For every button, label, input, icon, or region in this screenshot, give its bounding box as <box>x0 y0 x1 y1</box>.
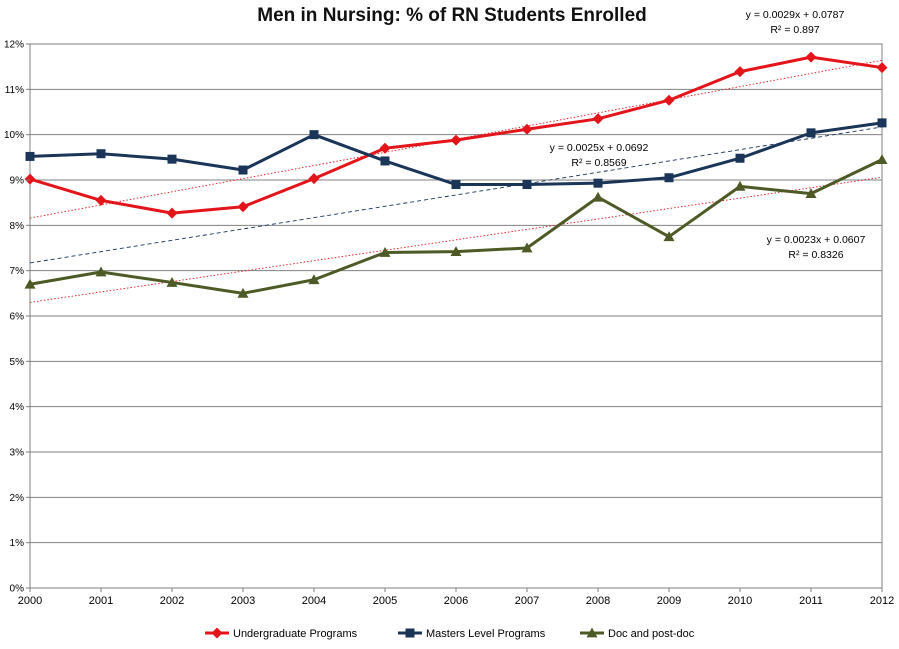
data-point <box>166 207 178 219</box>
y-tick-label: 6% <box>10 312 25 323</box>
x-tick-label: 2004 <box>302 595 326 607</box>
data-point <box>806 128 816 138</box>
data-point <box>663 94 675 106</box>
data-point <box>450 246 462 257</box>
data-point <box>237 287 249 298</box>
data-point <box>167 154 177 164</box>
x-tick-label: 2010 <box>728 595 752 607</box>
data-point <box>876 154 888 164</box>
data-point <box>379 142 391 154</box>
legend-marker <box>405 628 415 638</box>
data-point <box>308 173 320 185</box>
legend-label: Masters Level Programs <box>426 628 546 640</box>
legend-label: Doc and post-doc <box>608 628 695 640</box>
x-tick-label: 2005 <box>373 595 397 607</box>
data-point <box>734 66 746 78</box>
data-point <box>24 173 36 185</box>
data-point <box>734 180 746 191</box>
x-tick-label: 2008 <box>586 595 610 607</box>
data-point <box>663 231 675 242</box>
data-point <box>664 173 674 183</box>
data-point <box>237 201 249 213</box>
y-tick-label: 4% <box>10 402 25 413</box>
data-point <box>380 156 390 166</box>
data-point <box>522 180 532 190</box>
y-tick-label: 10% <box>4 130 24 141</box>
trendline-r-squared: R² = 0.8326 <box>788 249 843 261</box>
data-point <box>521 123 533 135</box>
y-tick-label: 7% <box>10 266 25 277</box>
data-point <box>805 188 817 198</box>
x-tick-label: 2007 <box>515 595 539 607</box>
legend-label: Undergraduate Programs <box>233 628 358 640</box>
data-point <box>95 266 107 277</box>
data-point <box>308 274 320 285</box>
data-point <box>877 118 887 128</box>
data-point <box>593 178 603 188</box>
y-tick-label: 2% <box>10 493 25 504</box>
data-point <box>450 134 462 146</box>
trendline-r-squared: R² = 0.897 <box>770 24 819 36</box>
data-point <box>24 278 36 289</box>
x-tick-label: 2002 <box>160 595 184 607</box>
trendline-equation: y = 0.0029x + 0.0787 <box>746 9 845 21</box>
trendline-r-squared: R² = 0.8569 <box>571 157 626 169</box>
trendline-equation: y = 0.0023x + 0.0607 <box>767 234 866 246</box>
y-tick-label: 8% <box>10 221 25 232</box>
data-point <box>876 62 888 74</box>
x-tick-label: 2001 <box>89 595 113 607</box>
data-point <box>521 242 533 253</box>
data-point <box>592 191 604 202</box>
trendline <box>29 59 883 219</box>
y-tick-label: 1% <box>10 538 25 549</box>
data-point <box>451 180 461 190</box>
y-tick-label: 11% <box>5 85 24 96</box>
data-point <box>166 276 178 287</box>
data-point <box>25 151 35 161</box>
data-point <box>379 247 391 257</box>
y-tick-label: 3% <box>10 448 25 459</box>
data-point <box>592 113 604 125</box>
x-tick-label: 2009 <box>657 595 681 607</box>
x-tick-label: 2012 <box>870 595 894 607</box>
trendline-equation: y = 0.0025x + 0.0692 <box>550 142 649 154</box>
data-point <box>95 194 107 206</box>
x-tick-label: 2006 <box>444 595 468 607</box>
x-tick-label: 2003 <box>231 595 255 607</box>
data-point <box>735 153 745 163</box>
data-point <box>96 149 106 159</box>
trendline <box>29 126 883 264</box>
x-tick-label: 2011 <box>799 595 823 607</box>
data-point <box>238 165 248 175</box>
legend-marker <box>211 627 223 639</box>
data-point <box>309 130 319 140</box>
chart-title: Men in Nursing: % of RN Students Enrolle… <box>257 5 647 26</box>
y-tick-label: 0% <box>10 584 25 595</box>
y-tick-label: 5% <box>10 357 25 368</box>
y-tick-label: 9% <box>10 176 25 187</box>
y-tick-label: 12% <box>4 40 24 51</box>
x-tick-label: 2000 <box>18 595 42 607</box>
legend-marker <box>586 627 598 638</box>
data-point <box>805 51 817 63</box>
